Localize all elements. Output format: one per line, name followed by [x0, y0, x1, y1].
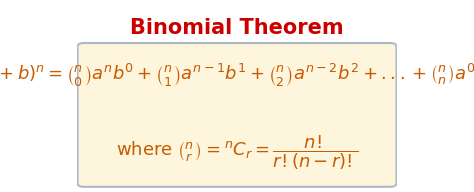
Text: Binomial Theorem: Binomial Theorem [130, 18, 344, 38]
Text: $\text{where } \binom{n}{r} = {}^{n}C_{r} = \dfrac{n!}{r!(n-r)!}$: $\text{where } \binom{n}{r} = {}^{n}C_{r… [116, 134, 358, 172]
FancyBboxPatch shape [77, 43, 397, 187]
Text: $(a+b)^{n} = \binom{n}{0}a^{n}b^{0} + \binom{n}{1}a^{n-1}b^{1} + \binom{n}{2}a^{: $(a+b)^{n} = \binom{n}{0}a^{n}b^{0} + \b… [0, 62, 474, 89]
